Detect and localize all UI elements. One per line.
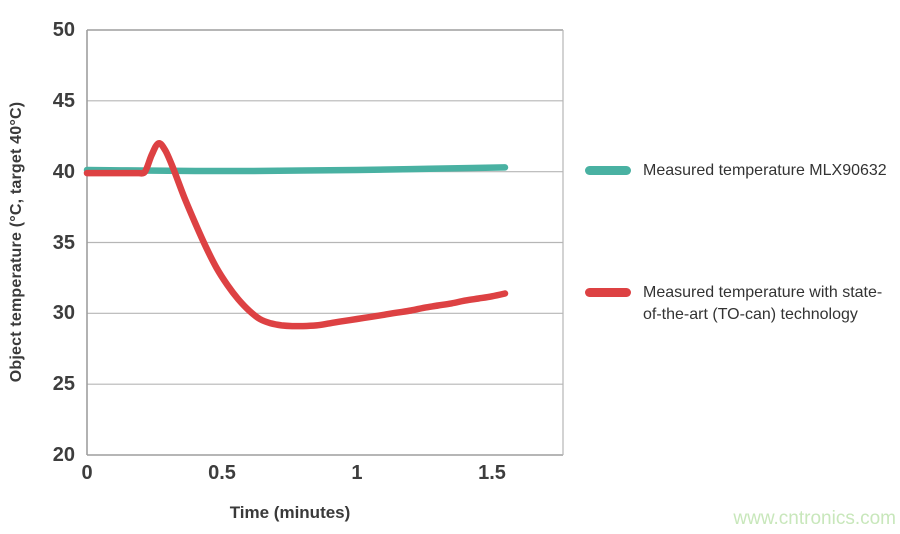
x-tick-label: 0.5 [208, 462, 236, 484]
x-axis-title: Time (minutes) [229, 503, 351, 522]
series-line-1 [83, 139, 509, 330]
legend-item-to-can: Measured temperature with state-of-the-a… [585, 282, 890, 326]
legend-label-mlx90632: Measured temperature MLX90632 [643, 162, 887, 179]
legend-swatch-teal-icon [585, 166, 631, 175]
y-tick-label: 30 [52, 302, 75, 325]
series-line-0 [83, 164, 509, 175]
legend-swatch-red-icon [585, 288, 631, 297]
y-tick-label: 20 [52, 444, 75, 466]
x-tick-label: 0 [81, 462, 93, 484]
x-tick-label: 1.5 [478, 462, 506, 484]
y-tick-label: 35 [52, 231, 75, 254]
y-axis-title: Object temperature (°C, target 40°C) [8, 101, 25, 383]
legend-item-mlx90632: Measured temperature MLX90632 [585, 160, 890, 182]
y-tick-label: 50 [52, 19, 75, 41]
y-tick-label: 45 [52, 89, 75, 112]
y-tick-label: 25 [52, 373, 75, 396]
chart-legend: Measured temperature MLX90632 Measured t… [585, 0, 895, 534]
watermark: www.cntronics.com [733, 508, 896, 529]
y-tick-label: 40 [52, 160, 75, 183]
x-tick-label: 1 [351, 462, 363, 484]
legend-label-to-can: Measured temperature with state-of-the-a… [643, 284, 883, 323]
